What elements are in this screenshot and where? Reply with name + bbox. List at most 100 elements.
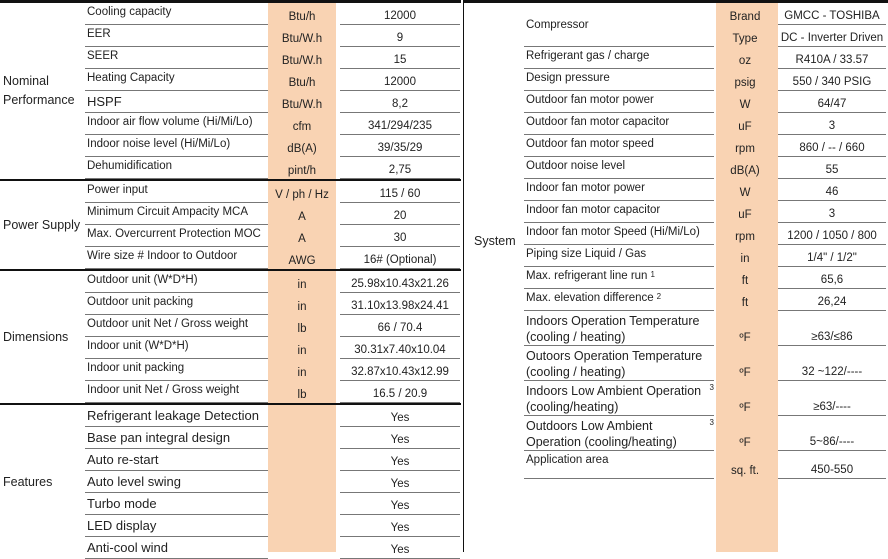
spec-row: Indoor air flow volume (Hi/Mi/Lo) cfm 341/… — [85, 113, 461, 135]
spec-name: Outdoor unit Net / Gross weight — [85, 315, 268, 337]
spec-unit: uF — [738, 121, 752, 133]
spec-name-text: Design pressure — [526, 72, 610, 84]
spec-row: Max. elevation difference 2 ft 26,24 — [524, 289, 888, 311]
spec-value: ≥63/---- — [778, 381, 886, 416]
spec-row: Outdoor noise level dB(A) 55 — [524, 157, 888, 179]
spec-name: Auto re-start — [85, 449, 268, 471]
spec-unit: pint/h — [287, 165, 317, 177]
spec-value: 65,6 — [778, 267, 886, 289]
spec-row: Outoors Operation Temperature (cooling /… — [524, 346, 888, 381]
spec-row: Outdoor fan motor capacitor uF 3 — [524, 113, 888, 135]
spec-unit: ºF — [739, 402, 751, 414]
spec-name: Outdoor fan motor speed — [524, 135, 714, 157]
spec-value: Yes — [340, 471, 460, 493]
spec-value: 55 — [778, 157, 886, 179]
spec-name-text: Indoors Low Ambient Operation (cooling/h… — [526, 384, 702, 415]
spec-unit: Btu/h — [288, 77, 316, 89]
spec-name: Wire size # Indoor to Outdoor — [85, 247, 268, 269]
spec-name-text: Outdoor fan motor power — [526, 94, 654, 106]
spec-row: Indoor unit Net / Gross weight lb 16.5 / 2… — [85, 381, 461, 403]
section-label: Nominal Performance — [3, 74, 75, 107]
spec-name: Indoor unit packing — [85, 359, 268, 381]
spec-row: Outdoor fan motor speed rpm 860 / -- / 660 — [524, 135, 888, 157]
spec-value: 9 — [340, 25, 460, 47]
spec-name-text: Indoors Operation Temperature (cooling /… — [526, 314, 700, 345]
spec-unit: Type — [732, 33, 758, 45]
spec-unit: ºF — [739, 367, 751, 379]
unit-column-highlight — [268, 3, 336, 552]
spec-unit: Btu/W.h — [281, 55, 323, 67]
spec-name: Compressor — [524, 3, 714, 47]
spec-name: Indoors Low Ambient Operation (cooling/h… — [524, 381, 714, 416]
spec-value: 3 — [778, 113, 886, 135]
spec-unit: lb — [297, 389, 307, 401]
spec-value: Yes — [340, 515, 460, 537]
spec-unit: psig — [734, 77, 756, 89]
spec-unit: sq. ft. — [730, 465, 760, 477]
spec-row: Indoor fan motor Speed (Hi/Mi/Lo) rpm 1200… — [524, 223, 888, 245]
spec-name: Outdoor unit (W*D*H) — [85, 271, 268, 293]
spec-name-text: Indoor fan motor power — [526, 182, 645, 194]
section-nominal-performance: Nominal Performance Cooling capacity Btu/h… — [0, 3, 461, 179]
spec-value: 450-550 — [778, 451, 886, 479]
spec-row: SEER Btu/W.h 15 — [85, 47, 461, 69]
spec-value: DC - Inverter Driven — [778, 25, 886, 47]
spec-unit: ºF — [739, 332, 751, 344]
spec-name: Outoors Operation Temperature (cooling /… — [524, 346, 714, 381]
spec-name: Anti-cool wind — [85, 537, 268, 559]
spec-name: LED display — [85, 515, 268, 537]
spec-name: Auto level swing — [85, 471, 268, 493]
spec-row: Outdoor fan motor power W 64/47 — [524, 91, 888, 113]
spec-value: 46 — [778, 179, 886, 201]
spec-name: Outdoor noise level — [524, 157, 714, 179]
spec-name: EER — [85, 25, 268, 47]
spec-name: Indoor fan motor power — [524, 179, 714, 201]
spec-row: Indoor unit packing in 32.87x10.43x12.99 — [85, 359, 461, 381]
spec-unit: dB(A) — [730, 165, 760, 177]
spec-value: 26,24 — [778, 289, 886, 311]
spec-name: Outdoor unit packing — [85, 293, 268, 315]
spec-row: LED display Yes — [85, 515, 461, 537]
spec-value: 15 — [340, 47, 460, 69]
spec-name-text: Outoors Operation Temperature (cooling /… — [526, 349, 703, 380]
compressor-subrows: Brand GMCC - TOSHIBA Type DC - Inverter Dri… — [714, 3, 886, 47]
spec-unit: ft — [741, 297, 749, 309]
spec-name: Power input — [85, 181, 268, 203]
section-rows: Power input V / ph / Hz 115 / 60 Minimum Ci… — [85, 181, 461, 269]
spec-row: Cooling capacity Btu/h 12000 — [85, 3, 461, 25]
spec-value: Yes — [340, 405, 460, 427]
section-dimensions: Dimensions Outdoor unit (W*D*H) in 25.98x10… — [0, 269, 461, 403]
spec-name: Turbo mode — [85, 493, 268, 515]
spec-row: Outdoors Low Ambient Operation (cooling/… — [524, 416, 888, 451]
spec-name: Max. elevation difference 2 — [524, 289, 714, 311]
spec-unit: cfm — [292, 121, 312, 133]
spec-name: Outdoors Low Ambient Operation (cooling/… — [524, 416, 714, 451]
spec-unit: Btu/W.h — [281, 33, 323, 45]
spec-name: Indoor unit Net / Gross weight — [85, 381, 268, 403]
spec-row: Turbo mode Yes — [85, 493, 461, 515]
spec-name-text: Max. refrigerant line run — [526, 270, 648, 282]
section-label: Dimensions — [3, 329, 69, 344]
spec-unit: A — [298, 233, 306, 245]
spec-row: Piping size Liquid / Gas in 1/4" / 1/2" — [524, 245, 888, 267]
spec-value: R410A / 33.57 — [778, 47, 886, 69]
spec-value: 20 — [340, 203, 460, 225]
spec-row: Outdoor unit (W*D*H) in 25.98x10.43x21.26 — [85, 271, 461, 293]
spec-name-text: Indoor fan motor Speed (Hi/Mi/Lo) — [526, 226, 700, 238]
spec-value: Yes — [340, 449, 460, 471]
spec-row: Outdoor unit Net / Gross weight lb 66 / 70… — [85, 315, 461, 337]
spec-row: Power input V / ph / Hz 115 / 60 — [85, 181, 461, 203]
spec-row: Heating Capacity Btu/h 12000 — [85, 69, 461, 91]
spec-unit: A — [298, 211, 306, 223]
spec-name: Outdoor fan motor power — [524, 91, 714, 113]
spec-value: 12000 — [340, 69, 460, 91]
spec-unit: W — [739, 187, 751, 199]
spec-value: 550 / 340 PSIG — [778, 69, 886, 91]
footnote-marker: 3 — [709, 383, 714, 392]
spec-row: Indoors Low Ambient Operation (cooling/h… — [524, 381, 888, 416]
section-rows: Cooling capacity Btu/h 12000 EER Btu/W.h 9 SEE… — [85, 3, 461, 179]
spec-unit: W — [739, 99, 751, 111]
section-rows: Refrigerant leakage Detection Yes Base pan… — [85, 405, 461, 559]
spec-name-text: Indoor fan motor capacitor — [526, 204, 661, 216]
spec-name: HSPF — [85, 91, 268, 113]
